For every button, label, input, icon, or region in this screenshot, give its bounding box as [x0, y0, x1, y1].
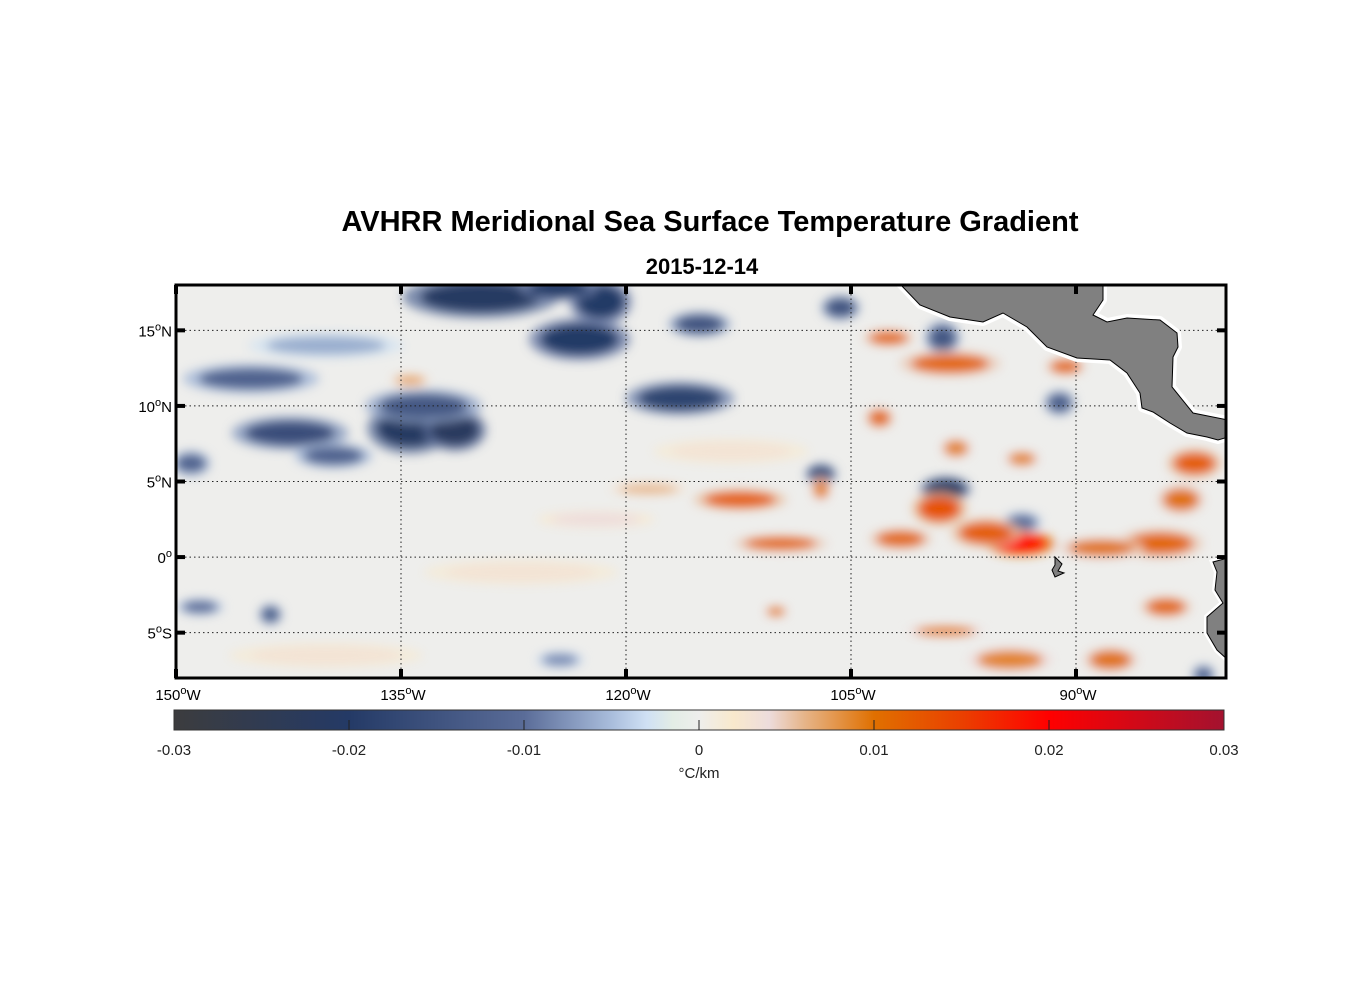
positive-gradient-patch [423, 559, 619, 585]
positive-gradient-patch [1058, 537, 1145, 559]
axis-ticks: 150oW 135oW 120oW 105oW 90oW 15oN 10oN 5oN 0o 5oS [138, 285, 1226, 704]
positive-gradient-patch [906, 624, 985, 638]
lat-tick-label: 5oS [148, 624, 172, 643]
negative-gradient-patch [182, 363, 320, 394]
positive-gradient-patch [967, 647, 1053, 673]
positive-gradient-patch [869, 528, 932, 550]
positive-gradient-patch [653, 438, 809, 464]
positive-gradient-patch [1004, 450, 1040, 468]
lat-tick-label: 5oN [147, 473, 172, 492]
lat-tick-label: 0o [158, 548, 172, 567]
positive-gradient-patch [764, 605, 788, 618]
lat-tick-label: 10oN [138, 397, 172, 416]
positive-gradient-patch [1083, 647, 1138, 673]
colorbar-tick-label: 0 [695, 742, 703, 759]
negative-gradient-patch [1191, 664, 1216, 678]
chart-title: AVHRR Meridional Sea Surface Temperature… [341, 206, 1079, 238]
lat-tick-label: 15oN [138, 321, 172, 340]
positive-gradient-patch [693, 489, 787, 511]
positive-gradient-patch [609, 482, 688, 496]
lon-tick-label: 120oW [605, 685, 651, 704]
colorbar-tick-label: 0.01 [859, 742, 888, 759]
negative-gradient-patch [1043, 390, 1076, 416]
gradient-field [176, 285, 1222, 678]
negative-gradient-patch [528, 318, 631, 361]
negative-gradient-patch [821, 294, 860, 321]
negative-gradient-patch [924, 320, 961, 355]
positive-gradient-patch [1140, 596, 1192, 618]
colorbar-tick-label: 0.03 [1209, 742, 1238, 759]
negative-gradient-patch [231, 416, 349, 451]
positive-gradient-patch [537, 510, 655, 528]
negative-gradient-patch [519, 285, 598, 301]
negative-gradient-patch [294, 443, 373, 469]
positive-gradient-patch [899, 350, 1001, 377]
positive-gradient-patch [940, 437, 972, 459]
positive-gradient-patch [1157, 484, 1205, 515]
lon-tick-label: 105oW [830, 685, 876, 704]
negative-gradient-patch [258, 603, 283, 626]
positive-gradient-patch [912, 491, 967, 526]
negative-gradient-patch [805, 463, 837, 485]
negative-gradient-patch [176, 450, 211, 477]
central-america-land-fill [900, 285, 1226, 441]
positive-gradient-patch [733, 535, 828, 552]
colorbar-tick-label: 0.02 [1034, 742, 1063, 759]
positive-gradient-patch [1046, 358, 1085, 376]
positive-gradient-patch [390, 373, 430, 387]
colorbar-tick-label: -0.03 [157, 742, 191, 759]
galapagos-islands [1051, 555, 1066, 578]
positive-gradient-patch [811, 476, 831, 502]
positive-gradient-patch [950, 518, 1022, 548]
negative-gradient-patch [248, 332, 404, 359]
positive-gradient-patch [1167, 448, 1222, 479]
positive-gradient-patch [228, 642, 424, 669]
positive-gradient-patch [865, 407, 894, 429]
negative-gradient-patch [176, 598, 224, 616]
chart-subtitle: 2015-12-14 [645, 254, 759, 279]
negative-gradient-patch [402, 285, 559, 319]
lon-tick-label: 135oW [380, 685, 426, 704]
negative-gradient-patch [668, 311, 731, 337]
colorbar-tick-label: -0.01 [507, 742, 541, 759]
colorbar-unit-label: °C/km [679, 765, 720, 782]
positive-gradient-patch [863, 329, 914, 347]
colorbar-tick-label: -0.02 [332, 742, 366, 759]
negative-gradient-patch [536, 651, 584, 669]
negative-gradient-patch [625, 381, 735, 416]
lon-tick-label: 90oW [1060, 685, 1098, 704]
lon-tick-label: 150oW [155, 685, 201, 704]
colorbar: -0.03 -0.02 -0.01 0 0.01 0.02 0.03 [157, 709, 1239, 759]
